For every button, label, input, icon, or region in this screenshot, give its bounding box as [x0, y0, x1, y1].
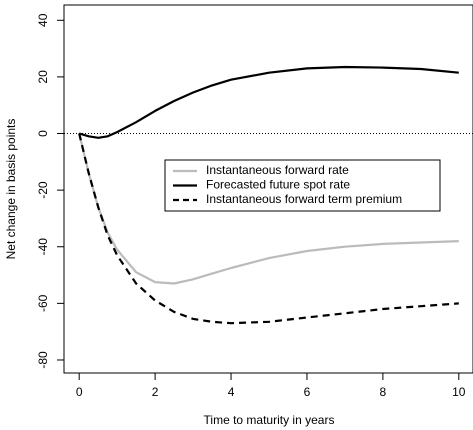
legend-box — [164, 159, 441, 212]
y-tick-label: -60 — [36, 294, 50, 312]
x-tick-label: 6 — [304, 385, 311, 399]
y-tick-label: 0 — [36, 130, 50, 137]
plot-frame — [63, 4, 473, 374]
y-tick-label: 20 — [36, 70, 50, 84]
y-tick-label: -80 — [36, 351, 50, 369]
y-axis-label: Net change in basis points — [4, 119, 18, 260]
x-tick-label: 4 — [228, 385, 235, 399]
x-tick-label: 2 — [152, 385, 159, 399]
legend-label: Instantaneous forward term premium — [206, 192, 402, 206]
legend-label: Instantaneous forward rate — [206, 163, 349, 177]
y-tick-label: -20 — [36, 181, 50, 199]
y-tick-label: -40 — [36, 238, 50, 256]
x-tick-label: 0 — [76, 385, 83, 399]
y-tick-label: 40 — [36, 13, 50, 27]
x-axis-label: Time to maturity in years — [204, 413, 335, 427]
series-line — [78, 65, 459, 139]
series-line — [78, 133, 459, 285]
x-tick-label: 8 — [380, 385, 387, 399]
x-tick-label: 10 — [452, 385, 466, 399]
series-line — [78, 133, 459, 325]
legend-label: Forecasted future spot rate — [206, 178, 350, 192]
